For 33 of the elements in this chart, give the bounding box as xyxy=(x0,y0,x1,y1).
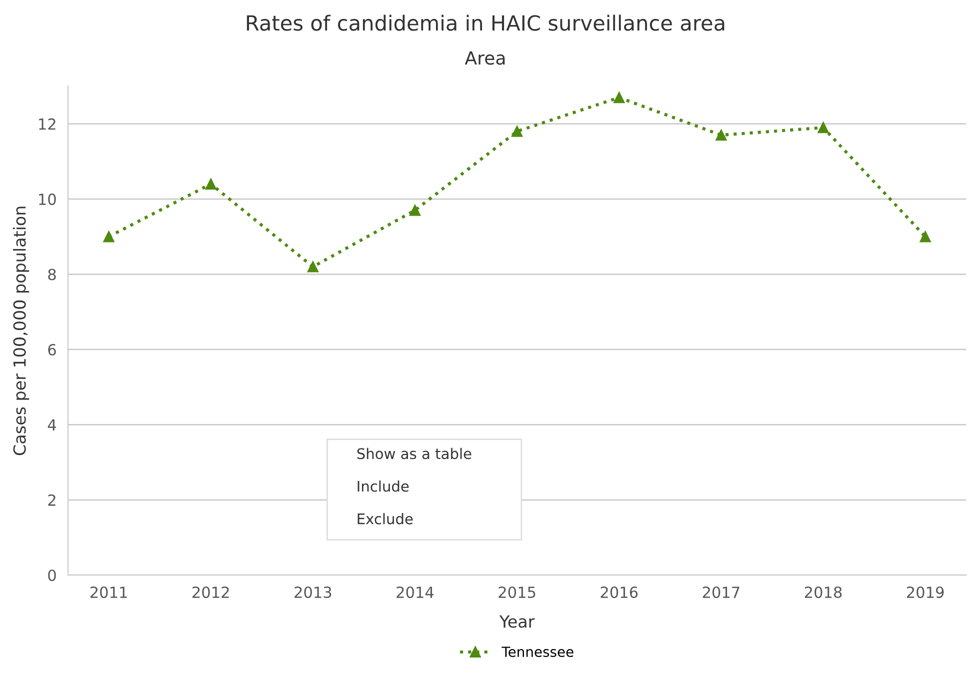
y-tick-label: 2 xyxy=(48,494,56,506)
point xyxy=(205,178,216,190)
x-tick-label: 2011 xyxy=(90,586,127,598)
x-tick-label: 2015 xyxy=(498,586,536,598)
point xyxy=(307,261,318,272)
point xyxy=(409,204,421,216)
annotation: Show as a table xyxy=(357,448,472,460)
annotation: Exclude xyxy=(358,513,413,524)
x-tick-label: 2018 xyxy=(804,586,842,598)
point xyxy=(512,126,523,137)
x-tick-label: 2019 xyxy=(906,586,944,598)
x-tick-label: 2012 xyxy=(192,586,229,598)
y-tick-label: 4 xyxy=(48,419,56,430)
point xyxy=(920,231,931,242)
x-tick-label: 2017 xyxy=(702,586,740,598)
x-tick-label: 2014 xyxy=(396,586,434,598)
point xyxy=(103,231,114,242)
y-tick-label: 8 xyxy=(48,268,56,280)
chart-title: Rates of candidemia in HAIC surveillance area xyxy=(246,14,724,31)
y-axis-title: Cases per 100,000 population xyxy=(12,206,30,456)
x-tick-label: 2013 xyxy=(294,586,332,598)
x-axis-title: Year xyxy=(499,615,535,628)
y-tick-label: 0 xyxy=(48,570,56,582)
legend-label: Tennessee xyxy=(502,646,574,658)
point xyxy=(818,122,829,134)
point xyxy=(716,130,727,141)
y-tick-label: 6 xyxy=(48,344,56,356)
chart-subtitle: Area xyxy=(464,51,505,65)
y-tick-label: 10 xyxy=(39,194,56,206)
x-tick-label: 2016 xyxy=(600,586,638,598)
point xyxy=(614,92,625,104)
y-tick-label: 12 xyxy=(39,118,56,130)
annotation: Include xyxy=(358,480,409,492)
